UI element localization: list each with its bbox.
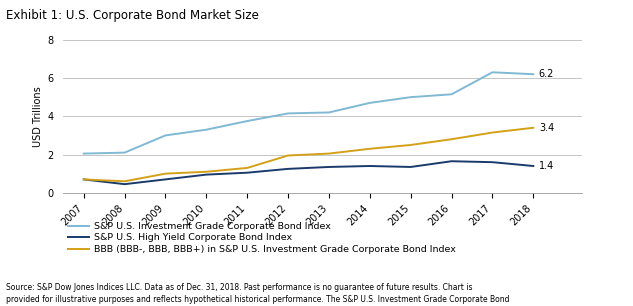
Text: 3.4: 3.4	[539, 123, 554, 133]
Text: 1.4: 1.4	[539, 161, 554, 171]
Text: Exhibit 1: U.S. Corporate Bond Market Size: Exhibit 1: U.S. Corporate Bond Market Si…	[6, 9, 259, 22]
Text: 6.2: 6.2	[539, 69, 555, 79]
Text: Source: S&P Dow Jones Indices LLC. Data as of Dec. 31, 2018. Past performance is: Source: S&P Dow Jones Indices LLC. Data …	[6, 283, 510, 306]
Y-axis label: USD Trillions: USD Trillions	[33, 86, 43, 147]
Legend: S&P U.S. Investment Grade Corporate Bond Index, S&P U.S. High Yield Corporate Bo: S&P U.S. Investment Grade Corporate Bond…	[68, 222, 455, 254]
